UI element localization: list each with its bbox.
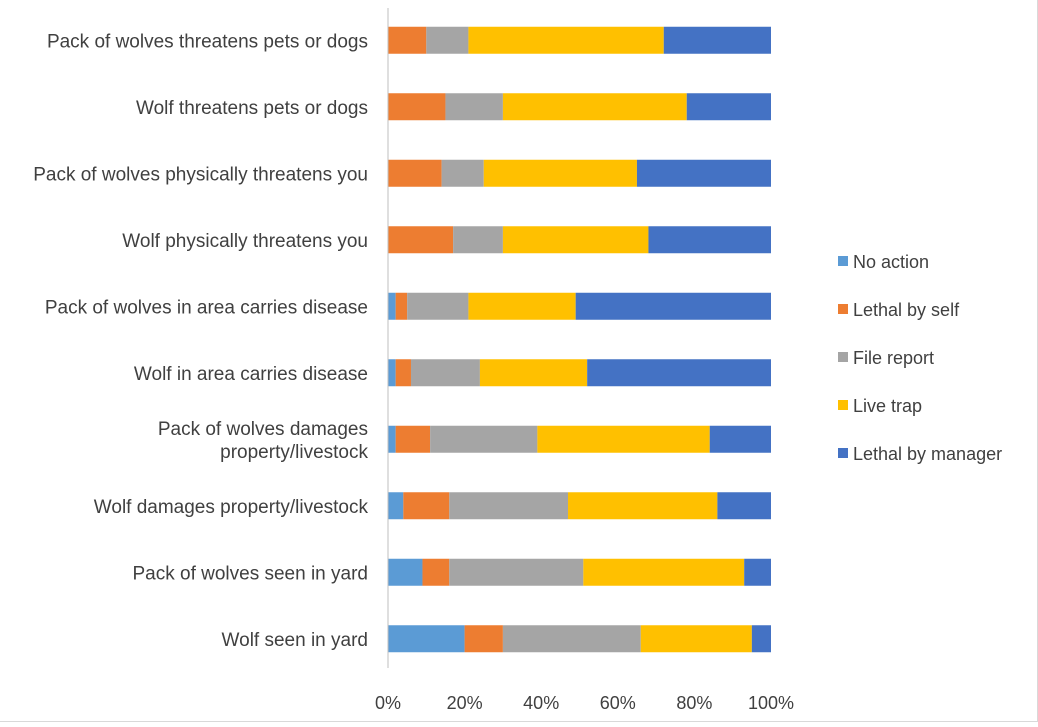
bar-segment <box>640 625 752 653</box>
bar-segment <box>410 359 480 387</box>
bar-segment <box>479 359 588 387</box>
bar-segment <box>663 26 771 54</box>
legend-label: Lethal by self <box>853 300 960 320</box>
bar-segment <box>751 625 771 653</box>
bar-segment <box>388 425 396 453</box>
x-tick-label: 60% <box>600 693 636 713</box>
bar-segment <box>422 558 450 586</box>
x-tick-label: 80% <box>676 693 712 713</box>
legend-label: Lethal by manager <box>853 444 1002 464</box>
bar-segment <box>430 425 538 453</box>
legend-swatch <box>838 400 848 410</box>
category-label: Wolf physically threatens you <box>122 231 368 252</box>
legend-label: Live trap <box>853 396 922 416</box>
category-label: Wolf seen in yard <box>222 630 368 651</box>
bar-segment <box>388 93 446 121</box>
bar-segment <box>403 492 450 520</box>
category-label: Pack of wolves damages property/livestock <box>158 419 369 463</box>
bar-segment <box>395 292 408 320</box>
bar-segment <box>709 425 771 453</box>
category-label: Wolf damages property/livestock <box>94 497 369 518</box>
bar-segment <box>388 558 423 586</box>
bar-segment <box>686 93 771 121</box>
x-tick-label: 40% <box>523 693 559 713</box>
bar-segment <box>464 625 503 653</box>
legend-swatch <box>838 256 848 266</box>
bar-segment <box>441 159 484 187</box>
category-label: Pack of wolves physically threatens you <box>33 164 368 185</box>
legend-swatch <box>838 304 848 314</box>
bar-segment <box>407 292 469 320</box>
bar-segment <box>388 26 427 54</box>
bar-segment <box>537 425 710 453</box>
category-label: Wolf threatens pets or dogs <box>136 98 368 119</box>
bar-segment <box>502 625 641 653</box>
bar-segment <box>502 93 687 121</box>
x-tick-label: 20% <box>447 693 483 713</box>
bar-segment <box>744 558 771 586</box>
x-tick-label: 100% <box>748 693 794 713</box>
x-tick-label: 0% <box>375 693 401 713</box>
bar-segment <box>395 425 431 453</box>
legend-swatch <box>838 352 848 362</box>
category-label: Pack of wolves in area carries disease <box>45 297 368 318</box>
legend-label: No action <box>853 252 929 272</box>
bar-segment <box>717 492 771 520</box>
bar-segment <box>636 159 771 187</box>
bar-segment <box>468 26 664 54</box>
category-label: Pack of wolves threatens pets or dogs <box>47 31 368 52</box>
bar-segment <box>388 292 396 320</box>
bar-segment <box>388 359 396 387</box>
bar-segment <box>583 558 745 586</box>
bar-segment <box>445 93 503 121</box>
category-label: Wolf in area carries disease <box>134 364 368 385</box>
bar-segment <box>568 492 718 520</box>
bar-segment <box>502 226 649 254</box>
legend-label: File report <box>853 348 934 368</box>
bar-segment <box>648 226 771 254</box>
bar-segment <box>449 492 569 520</box>
bar-segment <box>453 226 503 254</box>
bar-segment <box>388 625 465 653</box>
bar-segment <box>426 26 469 54</box>
bar-segment <box>587 359 771 387</box>
bar-segment <box>483 159 637 187</box>
bar-segment <box>468 292 576 320</box>
legend-swatch <box>838 448 848 458</box>
bar-segment <box>388 226 454 254</box>
bar-segment <box>575 292 771 320</box>
bar-segment <box>395 359 411 387</box>
bar-segment <box>449 558 584 586</box>
bar-segment <box>388 492 404 520</box>
bar-segment <box>388 159 442 187</box>
category-label: Pack of wolves seen in yard <box>132 563 368 584</box>
